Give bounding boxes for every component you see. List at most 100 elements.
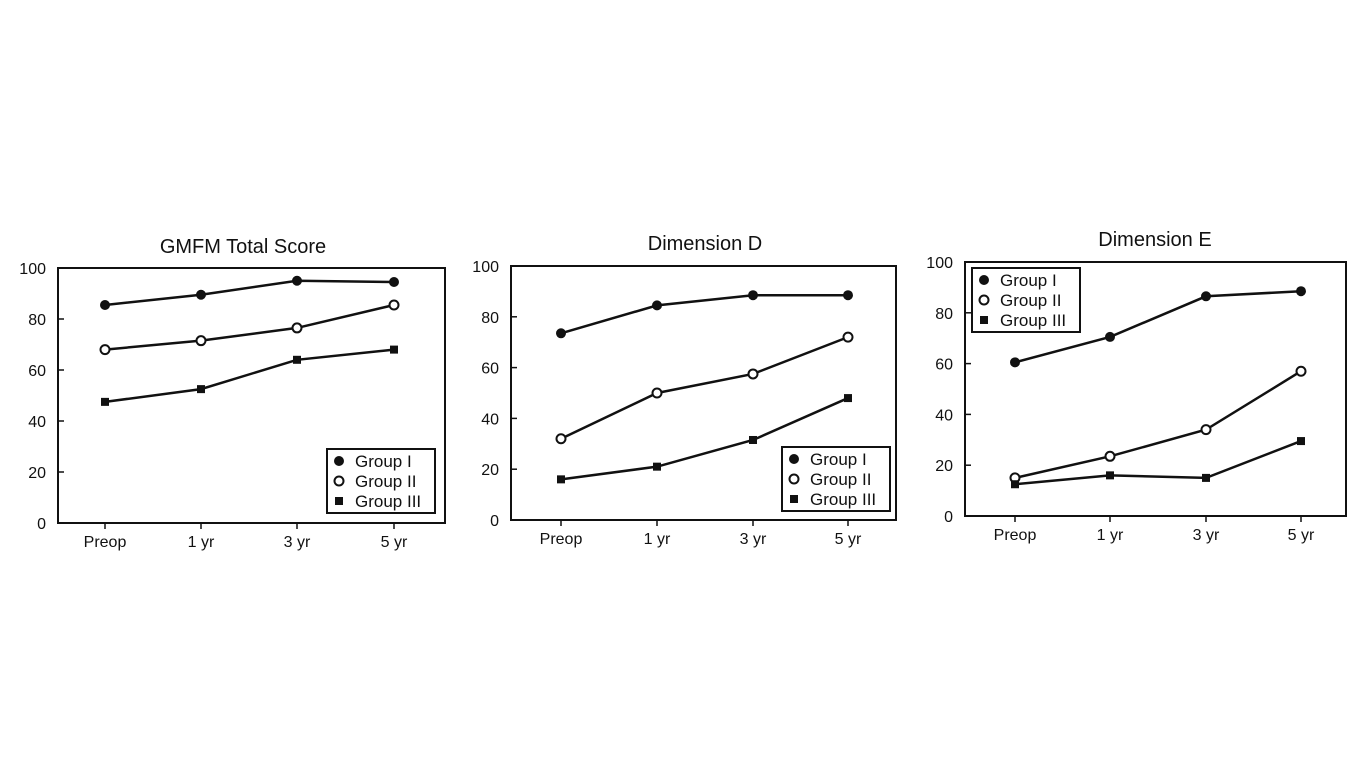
legend-item: Group I bbox=[979, 271, 1057, 290]
x-tick-label: 5 yr bbox=[835, 531, 862, 548]
legend-box bbox=[781, 446, 891, 512]
x-tick-label: 5 yr bbox=[1288, 527, 1315, 544]
legend-item: Group II bbox=[978, 291, 1061, 310]
legend-item: Group III bbox=[335, 492, 421, 511]
data-point bbox=[1105, 331, 1115, 342]
data-point bbox=[99, 344, 111, 356]
y-tick-label: 60 bbox=[28, 363, 46, 380]
series-line bbox=[1014, 370, 1302, 480]
data-point bbox=[334, 456, 344, 466]
x-tick-label: 3 yr bbox=[1193, 527, 1220, 544]
legend-box bbox=[971, 267, 1081, 333]
series-line bbox=[104, 303, 395, 351]
data-point bbox=[749, 435, 757, 444]
series-3 bbox=[1011, 437, 1305, 489]
y-tick-label: 100 bbox=[19, 261, 46, 278]
data-point bbox=[197, 385, 205, 394]
series-1 bbox=[1010, 286, 1306, 368]
data-point bbox=[1010, 357, 1020, 368]
chart-title: Dimension E bbox=[1098, 229, 1211, 251]
series-line bbox=[560, 293, 848, 335]
legend-label: Group I bbox=[810, 450, 867, 469]
plot-frame bbox=[57, 267, 446, 524]
data-point bbox=[1295, 365, 1307, 377]
legend-item: Group III bbox=[980, 311, 1066, 330]
series-2 bbox=[555, 331, 854, 445]
y-tick-label: 100 bbox=[926, 255, 953, 272]
y-tick-label: 20 bbox=[935, 458, 953, 475]
y-tick-label: 0 bbox=[944, 509, 953, 526]
series-line bbox=[560, 396, 849, 481]
data-point bbox=[651, 387, 663, 399]
y-tick-label: 80 bbox=[28, 312, 46, 329]
chart-panel-3: Dimension E 0 20 40 60 80 100 Preop 1 yr 3 yr 5 yr… bbox=[926, 229, 1347, 544]
legend-item: Group III bbox=[790, 490, 876, 509]
data-point bbox=[556, 328, 566, 339]
data-point bbox=[101, 397, 109, 406]
series-1 bbox=[556, 290, 853, 339]
data-point bbox=[652, 300, 662, 311]
series-line bbox=[104, 279, 395, 307]
legend-label: Group II bbox=[355, 472, 416, 491]
series-line bbox=[1014, 439, 1302, 486]
data-point bbox=[555, 433, 567, 445]
legend-label: Group III bbox=[355, 492, 421, 511]
chart-panel-2: Dimension D 0 20 40 60 80 100 Preop 1 yr 3 yr 5 yr… bbox=[472, 233, 897, 548]
y-tick-label: 80 bbox=[935, 306, 953, 323]
x-tick-label: 3 yr bbox=[284, 534, 311, 551]
series-3 bbox=[101, 345, 398, 406]
legend-item: Group II bbox=[788, 470, 871, 489]
legend-label: Group III bbox=[810, 490, 876, 509]
data-point bbox=[388, 299, 400, 311]
data-point bbox=[747, 368, 759, 380]
y-tick-label: 20 bbox=[28, 465, 46, 482]
chart-title: Dimension D bbox=[648, 233, 762, 255]
data-point bbox=[196, 289, 206, 300]
data-point bbox=[980, 316, 988, 324]
data-point bbox=[748, 290, 758, 301]
data-point bbox=[844, 394, 852, 403]
data-point bbox=[1202, 473, 1210, 482]
data-point bbox=[557, 475, 565, 484]
series-line bbox=[560, 335, 849, 440]
legend-label: Group I bbox=[1000, 271, 1057, 290]
series-3 bbox=[557, 394, 852, 484]
y-tick-label: 80 bbox=[481, 310, 499, 327]
data-point bbox=[788, 473, 800, 485]
data-point bbox=[1200, 424, 1212, 436]
data-point bbox=[389, 277, 399, 288]
x-tick-label: 1 yr bbox=[1097, 527, 1124, 544]
data-point bbox=[390, 345, 398, 354]
y-tick-label: 40 bbox=[481, 411, 499, 428]
legend-label: Group I bbox=[355, 452, 412, 471]
plot-frame bbox=[510, 265, 897, 521]
data-point bbox=[1104, 450, 1116, 462]
y-tick-label: 60 bbox=[935, 357, 953, 374]
data-point bbox=[100, 299, 110, 310]
legend-item: Group I bbox=[789, 450, 867, 469]
data-point bbox=[195, 335, 207, 347]
data-point bbox=[1296, 286, 1306, 297]
x-tick-label: Preop bbox=[994, 527, 1037, 544]
data-point bbox=[1201, 291, 1211, 302]
data-point bbox=[978, 294, 990, 306]
data-point bbox=[789, 454, 799, 464]
data-point bbox=[291, 322, 303, 334]
x-tick-label: Preop bbox=[540, 531, 583, 548]
data-point bbox=[842, 331, 854, 343]
series-line bbox=[104, 348, 395, 404]
x-tick-label: 5 yr bbox=[381, 534, 408, 551]
y-tick-label: 0 bbox=[37, 516, 46, 533]
data-point bbox=[979, 275, 989, 285]
legend-label: Group III bbox=[1000, 311, 1066, 330]
data-point bbox=[1106, 471, 1114, 480]
chart-title: GMFM Total Score bbox=[160, 236, 326, 258]
legend-item: Group II bbox=[333, 472, 416, 491]
y-tick-label: 100 bbox=[472, 259, 499, 276]
legend-label: Group II bbox=[810, 470, 871, 489]
series-line bbox=[1014, 289, 1302, 364]
